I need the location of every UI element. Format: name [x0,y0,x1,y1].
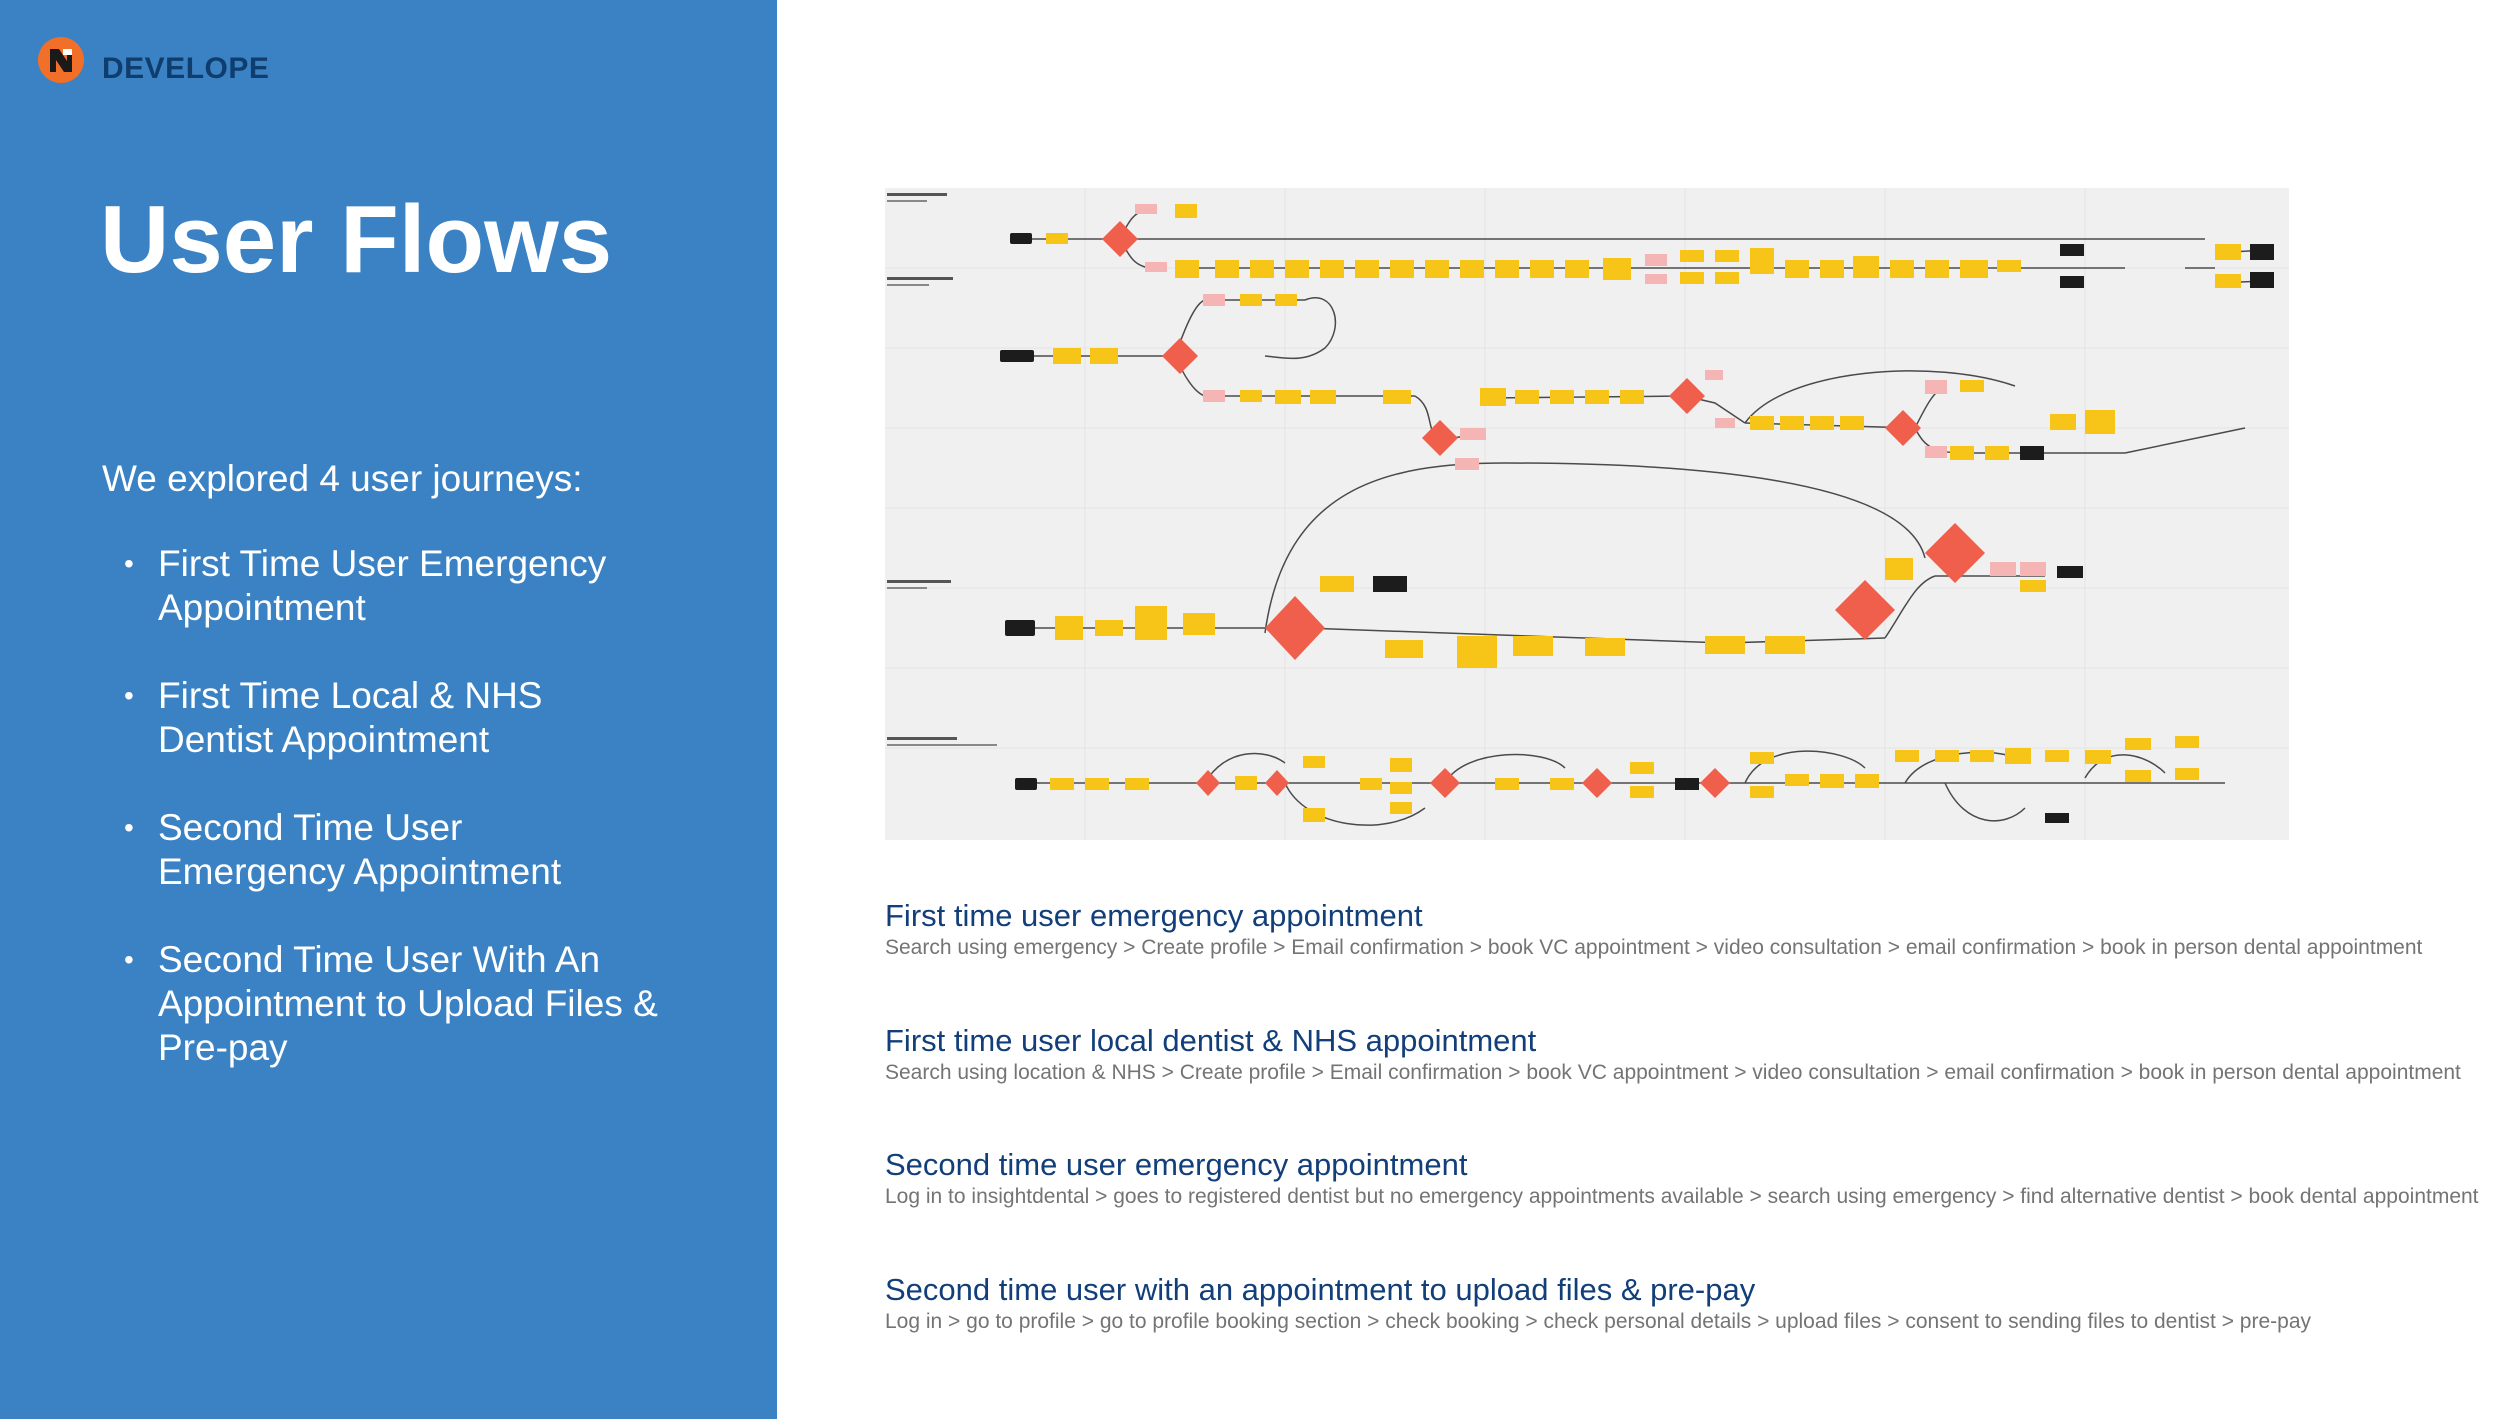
journey-item: Second Time User With An Appointment to … [118,938,658,1070]
user-flow-diagram [885,188,2289,840]
journey-list: First Time User Emergency Appointment Fi… [118,542,658,1114]
flow-summary: Second time user with an appointment to … [885,1272,2485,1335]
brand-logo-icon [38,37,84,83]
flow-nodes [1000,204,2274,823]
flow-steps: Log in to insightdental > goes to regist… [885,1185,2479,1208]
flow-steps: Search using emergency > Create profile … [885,936,2423,959]
flow-summary: Second time user emergency appointment L… [885,1147,2485,1210]
flow-lane-labels [887,193,997,746]
flow-title: First time user emergency appointment [885,898,1423,933]
left-panel: DEVELOPE User Flows We explored 4 user j… [0,0,777,1419]
brand-name: DEVELOPE [102,52,270,85]
user-flow-canvas [885,188,2289,840]
flow-summary: First time user local dentist & NHS appo… [885,1023,2485,1086]
journey-item: First Time User Emergency Appointment [118,542,658,630]
journey-item: Second Time User Emergency Appointment [118,806,658,894]
journey-item: First Time Local & NHS Dentist Appointme… [118,674,658,762]
flow-summary: First time user emergency appointment Se… [885,898,2485,961]
journeys-intro: We explored 4 user journeys: [102,458,583,499]
flow-steps: Search using location & NHS > Create pro… [885,1061,2461,1084]
flow-title: Second time user emergency appointment [885,1147,1468,1182]
flow-steps: Log in > go to profile > go to profile b… [885,1310,2312,1333]
flow-connectors [1005,209,2266,826]
page-title: User Flows [100,186,613,293]
flow-title: Second time user with an appointment to … [885,1272,1756,1307]
flow-title: First time user local dentist & NHS appo… [885,1023,1537,1058]
